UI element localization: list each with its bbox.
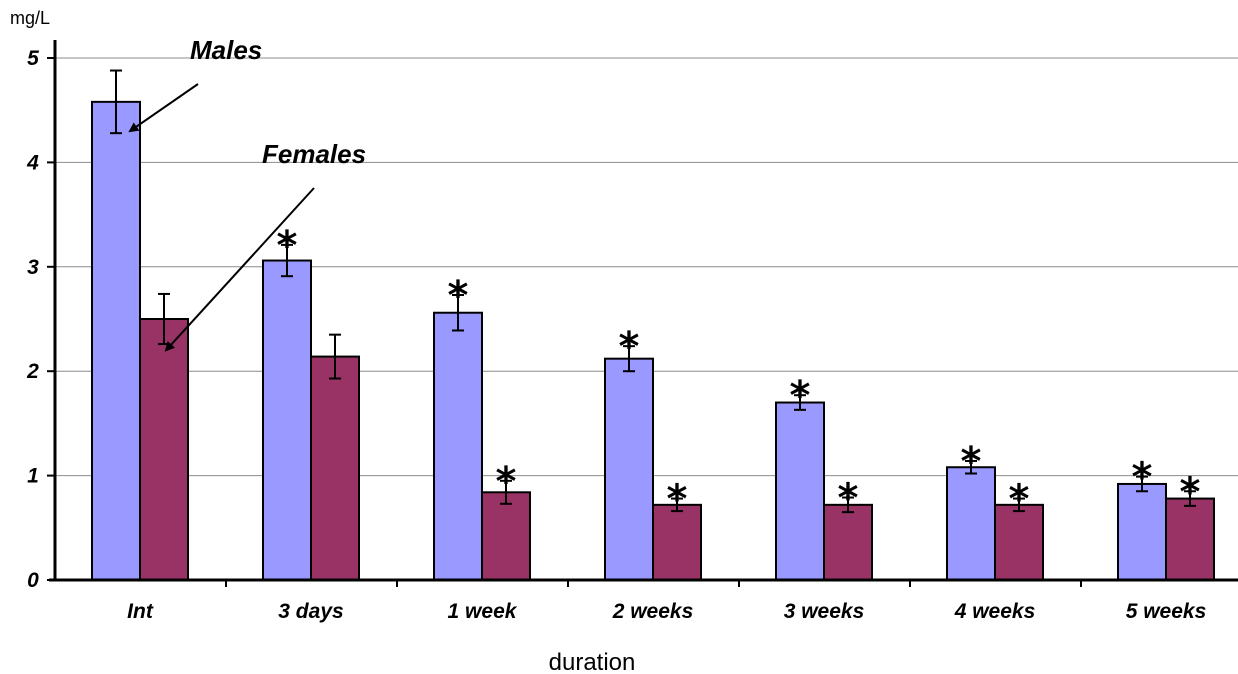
bars: [91, 69, 1215, 582]
y-tick-label: 2: [26, 360, 39, 383]
females-bar: [994, 503, 1044, 581]
grid-lines: [55, 57, 1238, 477]
males-bar: [91, 100, 141, 582]
significance-star: *: [790, 373, 811, 419]
y-tick-label: 4: [26, 151, 39, 174]
significance-star: *: [838, 476, 859, 522]
females-arrow: [164, 187, 315, 352]
females-bar: [139, 318, 189, 581]
x-tick-label: 1 week: [448, 600, 518, 623]
males-bar: [262, 259, 312, 581]
significance-star: *: [277, 223, 298, 269]
annotations: * * * * * * * * * * * Males Females: [128, 35, 1201, 523]
y-axis-label: mg/L: [10, 8, 50, 28]
labels: Int 3 days 1 week 2 weeks 3 weeks 4 weeks 5 we…: [10, 8, 1206, 674]
females-bar: [823, 503, 873, 581]
x-tick-label: Int: [127, 600, 154, 623]
males-bar: [433, 311, 483, 581]
males-arrow: [128, 83, 199, 133]
males-label: Males: [190, 35, 262, 65]
y-tick-label: 5: [27, 47, 39, 70]
x-tick-label: 5 weeks: [1126, 600, 1207, 623]
males-bar: [1117, 482, 1167, 581]
females-bar: [310, 355, 360, 582]
significance-star: *: [1009, 477, 1030, 523]
x-tick-label: 3 days: [278, 600, 343, 623]
axes: [47, 40, 1238, 587]
significance-star: *: [1180, 469, 1201, 515]
males-bar: [604, 357, 654, 581]
females-bar: [481, 491, 531, 581]
significance-star: *: [1132, 455, 1153, 501]
x-tick-label: 2 weeks: [612, 600, 694, 623]
significance-star: *: [619, 324, 640, 370]
y-tick-label: 3: [27, 256, 39, 279]
significance-star: *: [961, 439, 982, 485]
y-tick-label: 1: [27, 465, 39, 488]
significance-star: *: [448, 273, 469, 319]
x-tick-label: 3 weeks: [784, 600, 865, 623]
x-tick-label: 4 weeks: [954, 600, 1036, 623]
significance-star: *: [667, 477, 688, 523]
y-tick-label: 0: [27, 569, 39, 592]
females-bar: [1165, 497, 1215, 581]
females-label: Females: [262, 139, 366, 169]
x-axis-label: duration: [549, 649, 636, 674]
males-bar: [946, 466, 996, 581]
significance-star: *: [496, 459, 517, 505]
males-bar: [775, 401, 825, 581]
